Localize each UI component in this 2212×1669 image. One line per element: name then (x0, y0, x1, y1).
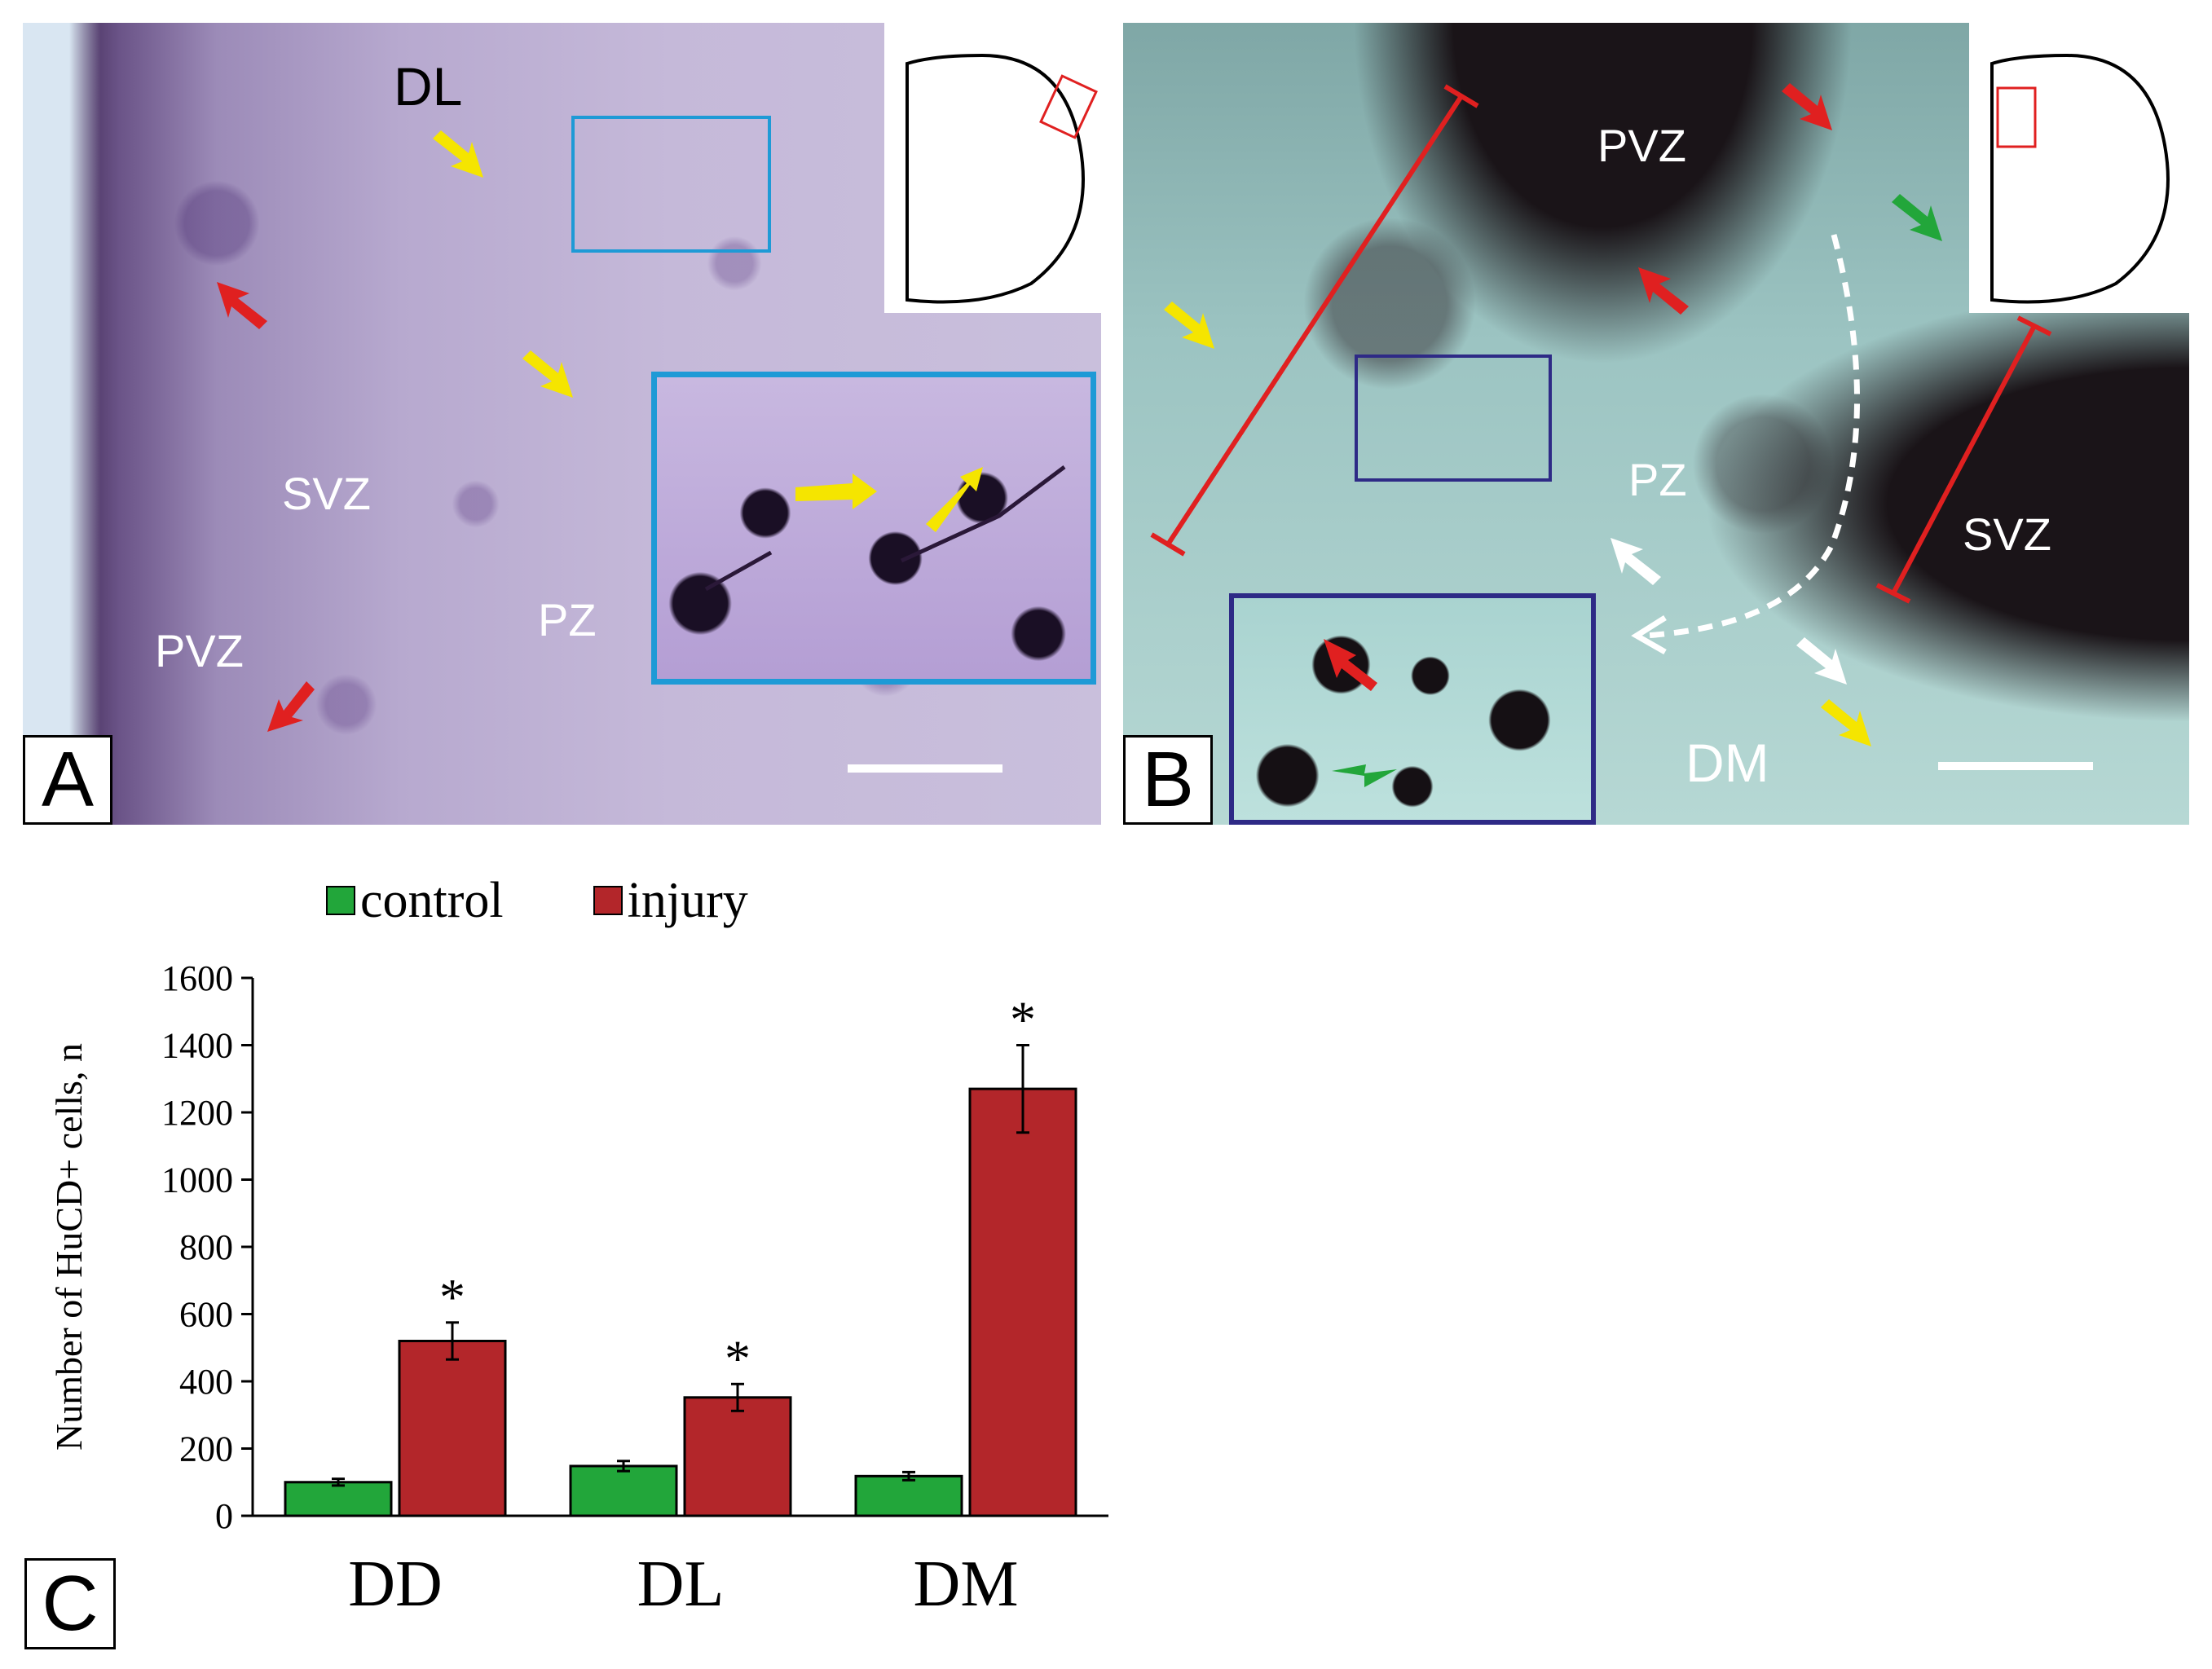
legend-item-control: control (326, 872, 504, 930)
y-tick-label: 200 (179, 1429, 233, 1469)
migration-path (1644, 234, 1860, 639)
green-arrow-icon (1892, 194, 1942, 241)
panel-b-micrograph: PVZ PZ SVZ DM (1123, 23, 2189, 825)
red-arrow-icon (217, 282, 267, 329)
panel-letter-c: C (24, 1558, 116, 1649)
panel-a-arrows (217, 130, 573, 732)
yellow-arrow-icon (795, 473, 877, 509)
legend-swatch-control (326, 886, 355, 915)
label-dm: DM (1685, 733, 1769, 793)
white-arrow-icon (1796, 637, 1847, 685)
tissue-edge-background (23, 23, 100, 825)
label-svz: SVZ (282, 468, 371, 519)
label-pz: PZ (1628, 454, 1687, 505)
y-tick-label: 1400 (161, 1026, 233, 1066)
panel-a-micrograph: DL SVZ PVZ PZ (23, 23, 1101, 825)
panel-letter-a: A (23, 735, 112, 825)
legend-item-injury: injury (593, 872, 748, 930)
yellow-arrow-icon (1164, 302, 1214, 349)
label-svz: SVZ (1963, 509, 2051, 560)
zoom-region-box (1355, 354, 1552, 482)
yellow-arrow-icon (433, 130, 483, 178)
red-arrow-icon (1782, 83, 1832, 130)
brain-schematic-inset (884, 23, 1101, 313)
panel-b-annotations (1150, 83, 2052, 746)
bar-control-dm (854, 1474, 963, 1517)
y-tick-label: 0 (215, 1496, 233, 1536)
green-arrow-icon (1332, 764, 1397, 787)
legend-swatch-injury (593, 886, 623, 915)
label-pvz: PVZ (1597, 120, 1686, 171)
y-tick-label: 1600 (161, 958, 233, 998)
magnified-neuron-inset (1229, 593, 1596, 825)
scale-bar (1938, 762, 2093, 770)
yellow-arrow-icon (926, 467, 983, 532)
x-tick-label: DM (914, 1548, 1019, 1620)
y-tick-label: 1000 (161, 1160, 233, 1200)
legend-label-control: control (360, 872, 504, 928)
bar-chart: 0 200 400 600 800 1000 1200 1400 1600 Number of H… (48, 958, 1108, 1620)
x-tick-label: DL (637, 1548, 725, 1620)
label-pz: PZ (538, 594, 597, 645)
zoom-region-box (571, 116, 771, 253)
magnified-neuron-inset (651, 372, 1096, 685)
chart-legend: control injury (326, 872, 838, 929)
y-tick-label: 400 (179, 1362, 233, 1402)
red-arrow-icon (1638, 267, 1689, 315)
bar-control-dl (569, 1464, 678, 1517)
white-arrow-icon (1611, 538, 1661, 585)
bar-injury-dl (683, 1396, 792, 1517)
yellow-arrow-icon (1821, 699, 1871, 746)
y-axis-label: Number of HuCD+ cells, n (48, 1043, 90, 1451)
yellow-arrow-icon (522, 350, 573, 398)
bar-control-dd (284, 1481, 393, 1517)
x-tick-label: DD (348, 1548, 443, 1620)
zone-thickness-bracket (1891, 324, 2037, 595)
significance-marker: * (1010, 991, 1036, 1049)
y-tick-label: 600 (179, 1295, 233, 1335)
brain-schematic-inset (1969, 23, 2189, 313)
label-pvz: PVZ (155, 625, 244, 676)
red-arrow-icon (267, 681, 315, 732)
zone-thickness-bracket (1165, 95, 1464, 546)
significance-marker: * (439, 1268, 465, 1326)
label-dl: DL (394, 56, 463, 117)
scale-bar (848, 764, 1002, 773)
bar-injury-dd (398, 1340, 507, 1517)
y-tick-label: 800 (179, 1227, 233, 1267)
y-tick-label: 1200 (161, 1093, 233, 1133)
panel-letter-b: B (1123, 735, 1213, 825)
bar-injury-dm (968, 1087, 1077, 1517)
legend-label-injury: injury (627, 872, 748, 928)
significance-marker: * (725, 1329, 751, 1387)
red-arrow-icon (1324, 639, 1377, 691)
